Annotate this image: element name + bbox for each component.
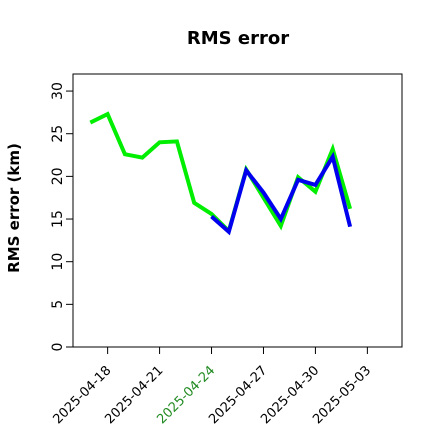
y-tick-label: 20: [50, 167, 66, 185]
y-axis-label: RMS error (km): [5, 143, 23, 273]
y-tick-label: 0: [50, 343, 66, 352]
y-tick-label: 25: [50, 125, 66, 143]
series-line-0: [89, 111, 353, 235]
chart-title: RMS error: [187, 28, 289, 49]
y-tick-label: 15: [50, 210, 66, 228]
y-tick-label: 30: [50, 82, 66, 100]
y-tick-label: 10: [50, 253, 66, 271]
y-tick-label: 5: [50, 300, 66, 309]
series-layer: [89, 111, 353, 236]
series-line-1: [210, 151, 353, 236]
x-axis: 2025-04-182025-04-212025-04-242025-04-27…: [50, 346, 374, 427]
plot-frame: [72, 73, 403, 348]
y-axis: 0 5 10 15 20 25 30: [50, 82, 74, 352]
